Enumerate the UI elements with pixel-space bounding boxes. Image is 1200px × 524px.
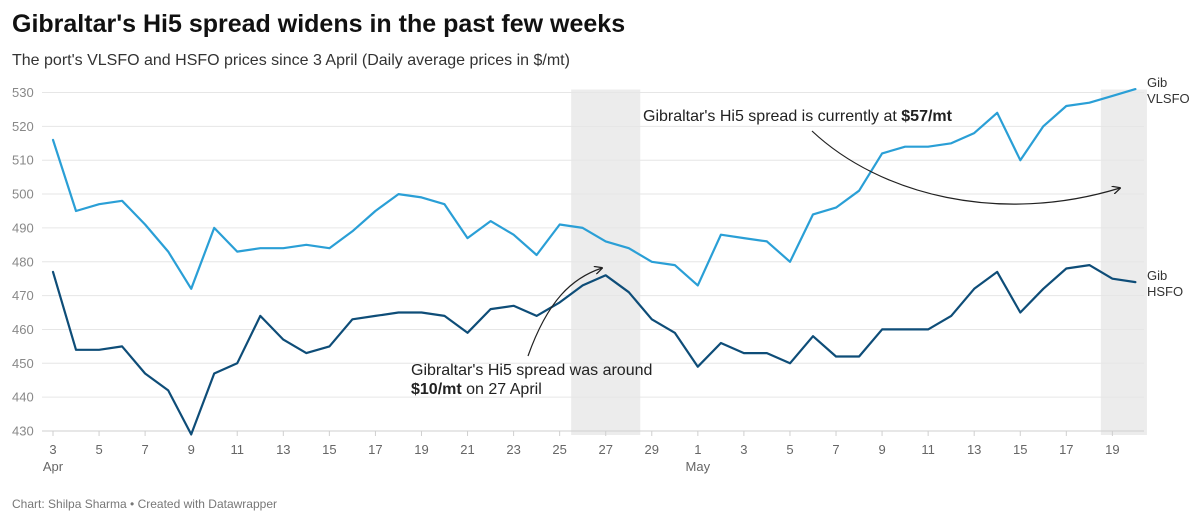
x-month-label: May	[686, 459, 711, 474]
y-tick-label: 470	[12, 288, 34, 303]
y-tick-label: 460	[12, 322, 34, 337]
x-tick-label: 13	[967, 442, 981, 457]
y-tick-label: 520	[12, 119, 34, 134]
x-tick-label: 27	[598, 442, 612, 457]
chart-subtitle: The port's VLSFO and HSFO prices since 3…	[12, 52, 570, 69]
annotation-arrow-current	[811, 130, 1120, 205]
x-tick-label: 5	[786, 442, 793, 457]
x-month-label: Apr	[43, 459, 64, 474]
x-tick-label: 9	[878, 442, 885, 457]
annotation-current-spread: Gibraltar's Hi5 spread is currently at $…	[643, 108, 953, 125]
x-tick-label: 9	[188, 442, 195, 457]
x-tick-label: 17	[1059, 442, 1073, 457]
y-axis: 430 440 450 460 470 480 490 500 510 520 530	[12, 85, 34, 439]
x-tick-label: 25	[552, 442, 566, 457]
x-tick-label: 15	[1013, 442, 1027, 457]
x-axis: 3 Apr 5 7 9 11 13 15 17 19 21 23 25 27 29 1 May 3 5 7 9 11 13 1…	[43, 431, 1120, 474]
x-tick-label: 7	[832, 442, 839, 457]
x-tick-label: 19	[1105, 442, 1119, 457]
annotation-april-spread: Gibraltar's Hi5 spread was around $10/mt …	[411, 362, 652, 398]
x-tick-label: 19	[414, 442, 428, 457]
x-tick-label: 11	[230, 442, 244, 457]
x-tick-label: 3	[49, 442, 56, 457]
x-tick-label: 3	[740, 442, 747, 457]
x-tick-label: 29	[645, 442, 659, 457]
chart-credit: Chart: Shilpa Sharma • Created with Data…	[12, 497, 277, 511]
x-tick-label: 23	[506, 442, 520, 457]
x-tick-label: 1	[694, 442, 701, 457]
y-tick-label: 530	[12, 85, 34, 100]
x-tick-label: 13	[276, 442, 290, 457]
x-tick-label: 7	[142, 442, 149, 457]
y-tick-label: 430	[12, 424, 34, 439]
y-tick-label: 440	[12, 390, 34, 405]
x-tick-label: 5	[95, 442, 102, 457]
y-tick-label: 490	[12, 220, 34, 235]
series-label-gib-hsfo: Gib HSFO	[1147, 268, 1183, 299]
x-tick-label: 21	[460, 442, 474, 457]
gridlines	[42, 92, 1144, 432]
annotations: Gibraltar's Hi5 spread is currently at $…	[411, 108, 1120, 398]
annotation-arrow-april	[527, 268, 602, 357]
x-tick-label: 15	[322, 442, 336, 457]
y-tick-label: 510	[12, 153, 34, 168]
x-tick-label: 17	[368, 442, 382, 457]
x-tick-label: 11	[921, 442, 935, 457]
series-lines	[51, 87, 1137, 436]
y-tick-label: 450	[12, 356, 34, 371]
series-label-gib-vlsfo: Gib VLSFO	[1147, 75, 1190, 106]
chart-title: Gibraltar's Hi5 spread widens in the pas…	[12, 10, 626, 38]
series-line-gib-vlsfo	[51, 87, 1137, 290]
series-labels: Gib VLSFO Gib HSFO	[1147, 75, 1190, 299]
y-tick-label: 500	[12, 187, 34, 202]
series-line-gib-hsfo	[51, 264, 1137, 436]
y-tick-label: 480	[12, 254, 34, 269]
